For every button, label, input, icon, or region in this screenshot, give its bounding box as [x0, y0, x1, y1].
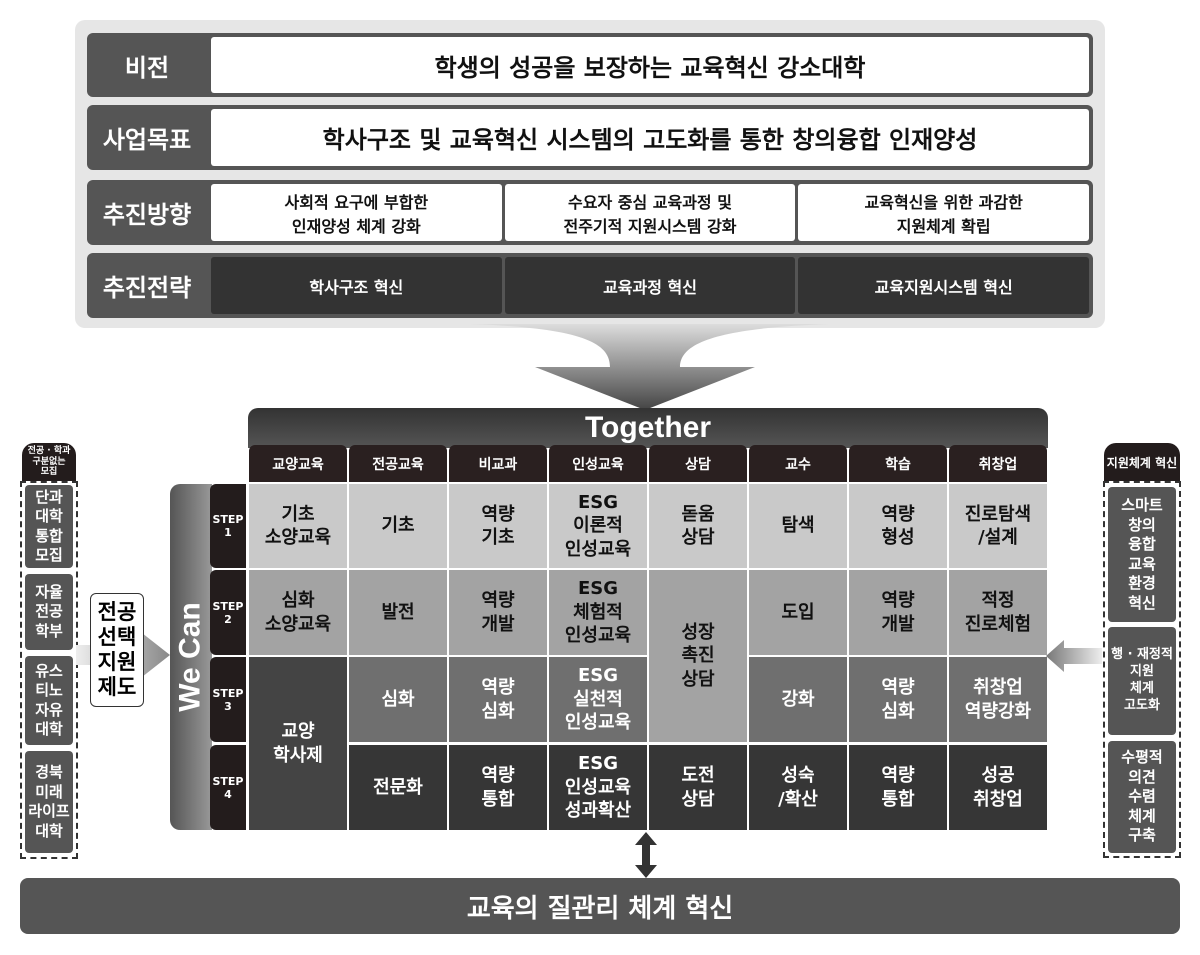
- right-sidebar-item: 수평적 의견 수렴 체계 구축: [1108, 741, 1176, 853]
- row-body: 학사구조 혁신 교육과정 혁신 교육지원시스템 혁신: [207, 253, 1093, 318]
- grid-cell: ESG 체험적 인성교육: [549, 570, 647, 655]
- grid-cell: ESG 이론적 인성교육: [549, 484, 647, 568]
- funnel-arrow-icon: [470, 324, 830, 410]
- grid-cell: 역량 개발: [449, 570, 547, 655]
- right-sidebar-item: 행 · 재정적 지원 체계 고도화: [1108, 627, 1176, 735]
- left-sidebar-item: 단과 대학 통합 모집: [25, 485, 73, 568]
- grid-cell: 기초: [349, 484, 447, 568]
- row-label: 추진방향: [87, 180, 207, 245]
- row-item: 수요자 중심 교육과정 및 전주기적 지원시스템 강화: [504, 184, 796, 241]
- grid-cell: 심화: [349, 657, 447, 742]
- row-item: 교육혁신을 위한 과감한 지원체계 확립: [798, 184, 1090, 241]
- row-body: 학사구조 및 교육혁신 시스템의 고도화를 통한 창의융합 인재양성: [207, 105, 1093, 170]
- row-body: 사회적 요구에 부합한 인재양성 체계 강화 수요자 중심 교육과정 및 전주기적…: [207, 180, 1093, 245]
- grid-cell: 발전: [349, 570, 447, 655]
- quality-management-bar: 교육의 질관리 체계 혁신: [20, 878, 1180, 934]
- grid-cell: 역량 개발: [849, 570, 947, 655]
- row-item: 학생의 성공을 보장하는 교육혁신 강소대학: [211, 37, 1089, 93]
- grid-cell: 강화: [749, 657, 847, 742]
- grid-cell: 역량 형성: [849, 484, 947, 568]
- column-header: 비교과: [449, 445, 547, 482]
- grid-cell: 성장 촉진 상담: [649, 570, 747, 742]
- grid-cell: 기초 소양교육: [249, 484, 347, 568]
- row-label: 사업목표: [87, 105, 207, 170]
- left-sidebar-item: 경북 미래 라이프 대학: [25, 751, 73, 853]
- grid-cell: 전문화: [349, 745, 447, 830]
- grid-cell: 도입: [749, 570, 847, 655]
- column-header: 교양교육: [249, 445, 347, 482]
- column-header: 취창업: [949, 445, 1047, 482]
- grid-cell: 돋움 상담: [649, 484, 747, 568]
- row-item: 교육지원시스템 혁신: [798, 257, 1090, 314]
- left-sidebar-box: [20, 481, 78, 859]
- grid-cell: 역량 심화: [849, 657, 947, 742]
- left-sidebar-header: 전공 · 학과 구분없는 모집: [22, 443, 76, 481]
- grid-cell: 진로탐색 /설계: [949, 484, 1047, 568]
- row-body: 학생의 성공을 보장하는 교육혁신 강소대학: [207, 33, 1093, 97]
- left-arrow-icon: [1046, 640, 1102, 672]
- left-sidebar-item: 유스 티노 자유 대학: [25, 656, 73, 745]
- step-label: STEP 2: [210, 570, 246, 655]
- grid-cell: 역량 기초: [449, 484, 547, 568]
- right-sidebar-header: 지원체계 혁신: [1104, 443, 1180, 481]
- grid-cell: 탐색: [749, 484, 847, 568]
- step-label: STEP 1: [210, 484, 246, 568]
- row-item: 학사구조 혁신: [211, 257, 502, 314]
- together-header: Together: [248, 408, 1048, 448]
- right-sidebar-item: 스마트 창의 융합 교육 환경 혁신: [1108, 487, 1176, 622]
- row-item: 교육과정 혁신: [504, 257, 796, 314]
- column-header: 인성교육: [549, 445, 647, 482]
- grid-cell: 역량 심화: [449, 657, 547, 742]
- row-item: 사회적 요구에 부합한 인재양성 체계 강화: [211, 184, 502, 241]
- right-sidebar-box: [1103, 481, 1181, 858]
- grid-cell: 적정 진로체험: [949, 570, 1047, 655]
- double-arrow-icon: [635, 832, 657, 878]
- we-can-label: We Can: [174, 602, 207, 712]
- grid-cell: ESG 실천적 인성교육: [549, 657, 647, 742]
- grid-cell: 취창업 역량강화: [949, 657, 1047, 742]
- column-header: 교수: [749, 445, 847, 482]
- grid-cell: 성숙 /확산: [749, 745, 847, 830]
- grid-cell: 역량 통합: [449, 745, 547, 830]
- grid-cell: 성공 취창업: [949, 745, 1047, 830]
- row-label: 비전: [87, 33, 207, 97]
- grid-cell: 도전 상담: [649, 745, 747, 830]
- we-can-bar: We Can: [170, 484, 212, 830]
- column-header: 전공교육: [349, 445, 447, 482]
- column-header: 상담: [649, 445, 747, 482]
- step-label: STEP 3: [210, 657, 246, 742]
- major-selection-support-box: 전공 선택 지원 제도: [90, 593, 144, 707]
- grid-cell: 심화 소양교육: [249, 570, 347, 655]
- column-header: 학습: [849, 445, 947, 482]
- grid-cell: 교양 학사제: [249, 657, 347, 830]
- step-label: STEP 4: [210, 745, 246, 830]
- row-item: 학사구조 및 교육혁신 시스템의 고도화를 통한 창의융합 인재양성: [211, 109, 1089, 166]
- grid-cell: ESG 인성교육 성과확산: [549, 745, 647, 830]
- grid-cell: 역량 통합: [849, 745, 947, 830]
- left-sidebar-item: 자율 전공 학부: [25, 574, 73, 650]
- row-label: 추진전략: [87, 253, 207, 318]
